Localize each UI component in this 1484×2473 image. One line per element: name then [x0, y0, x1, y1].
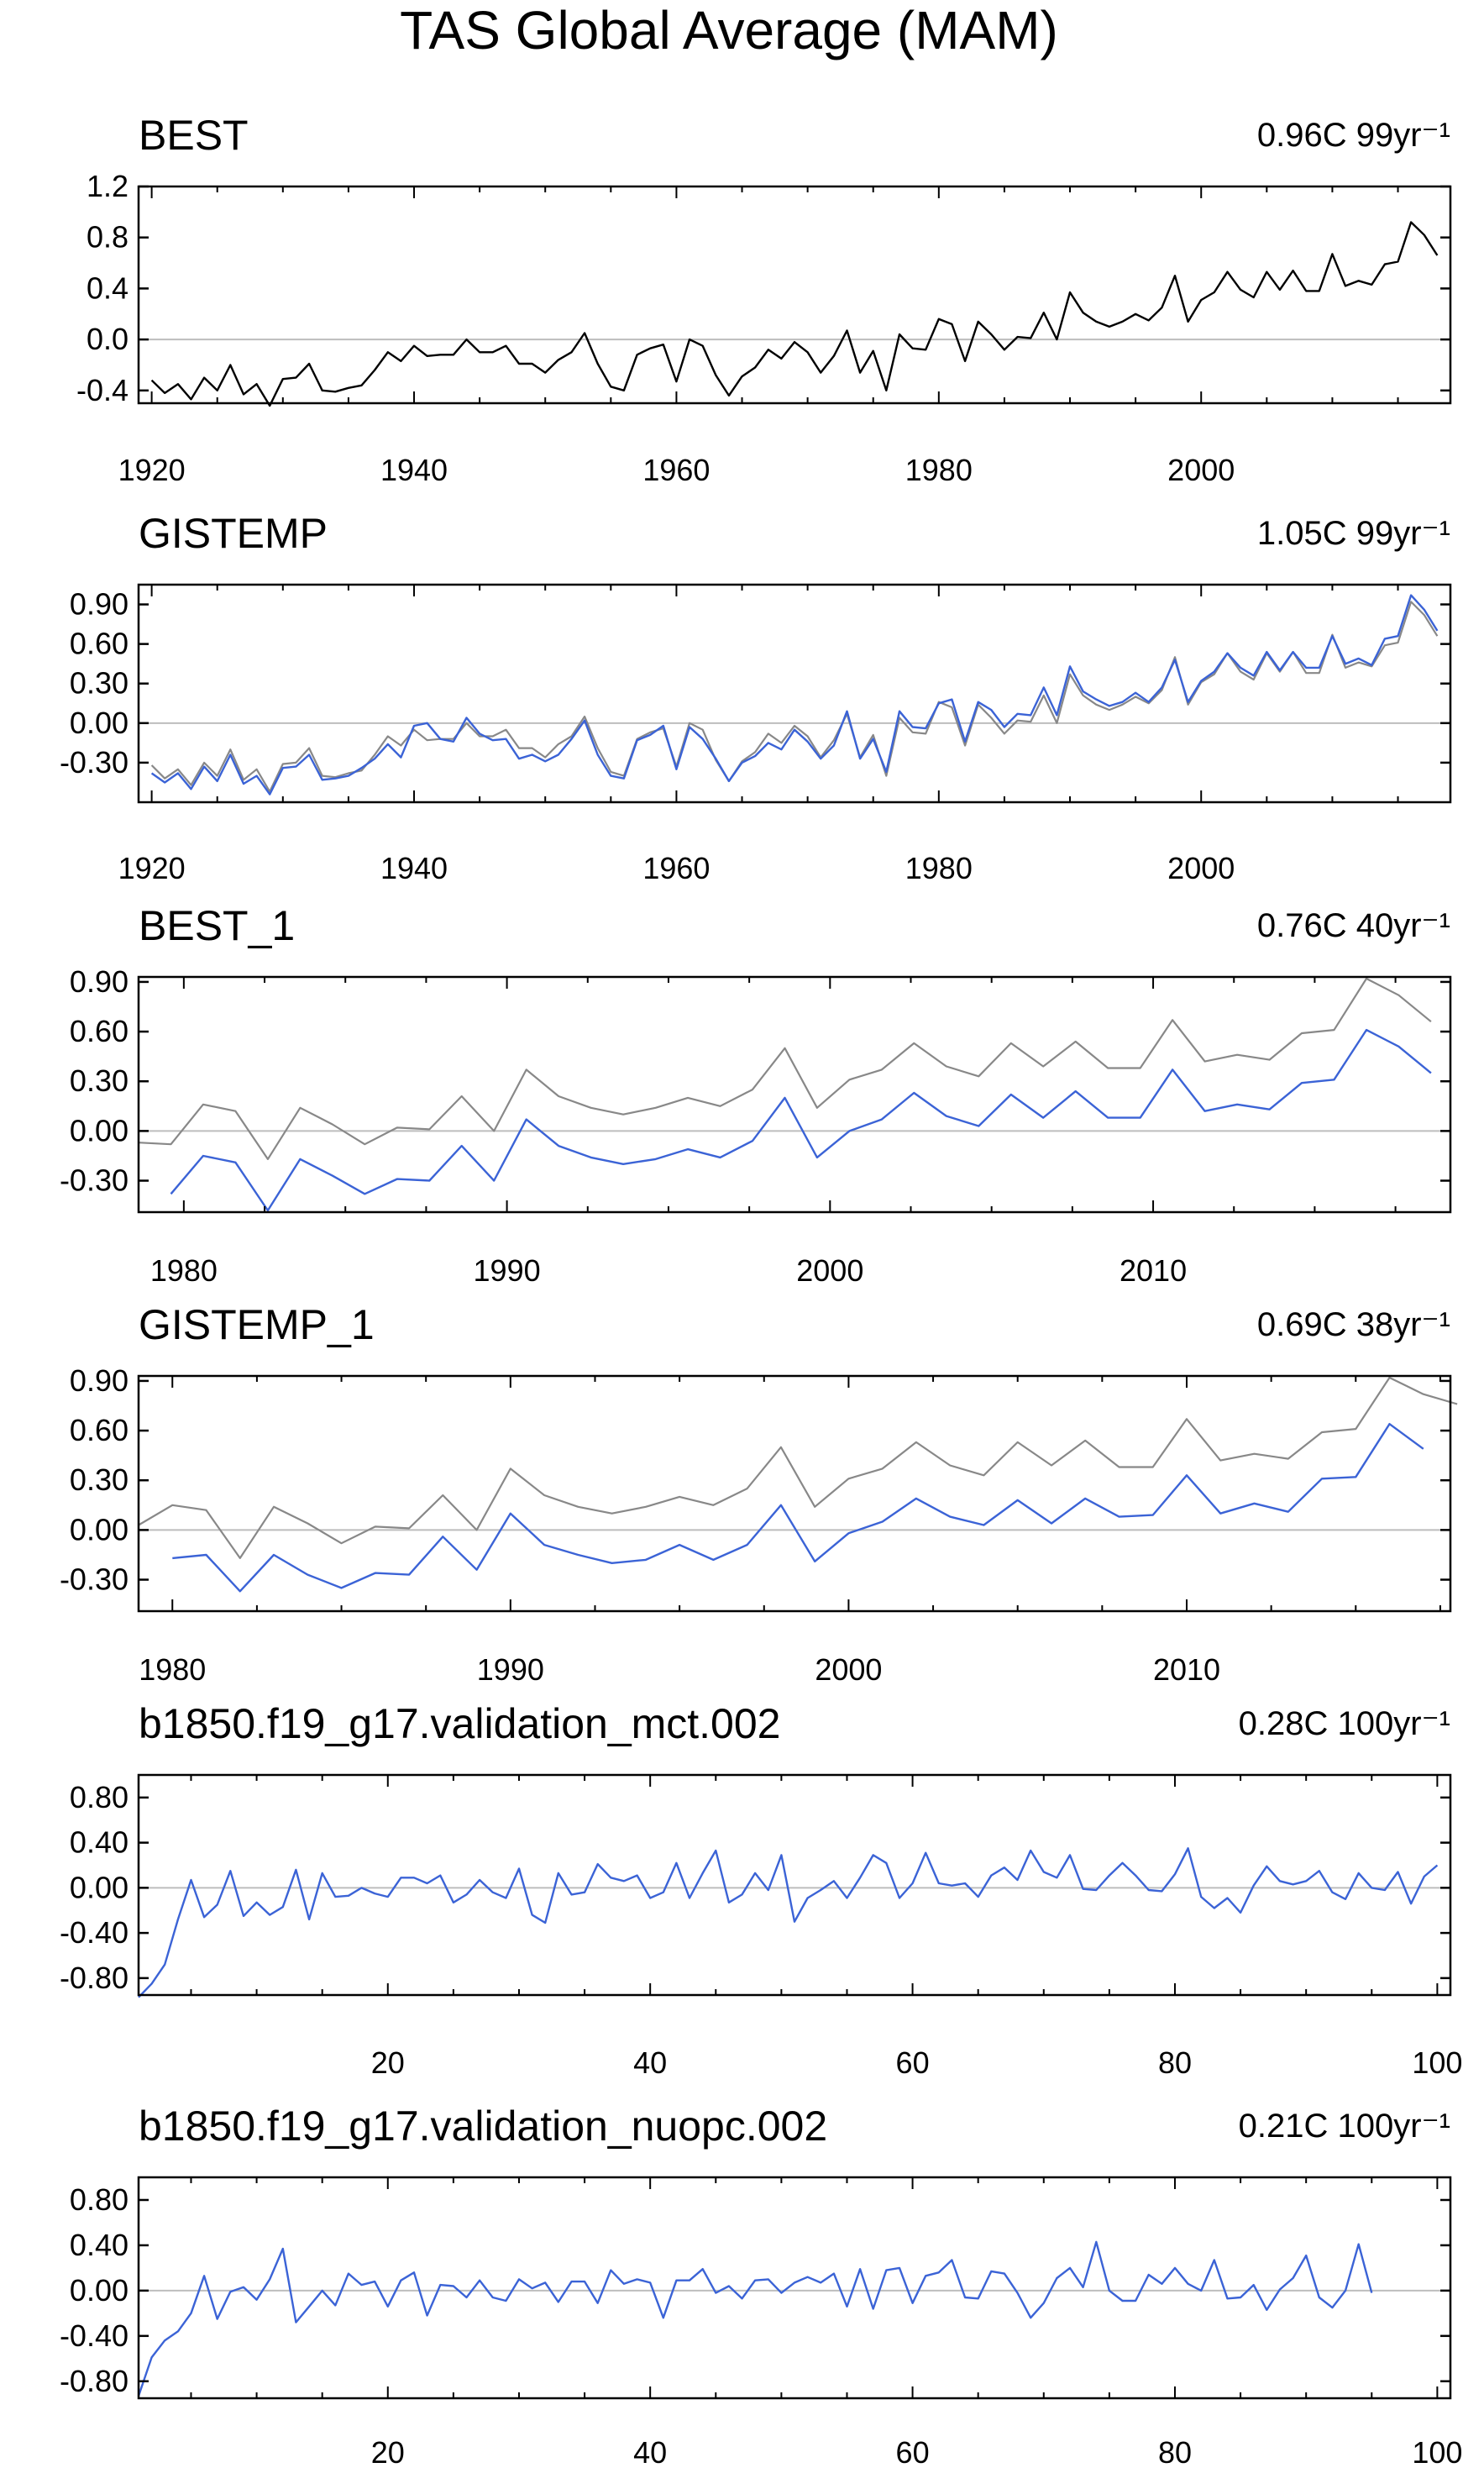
y-tick-label: 0.90	[70, 964, 128, 999]
panels: BEST 0.96C 99yr⁻¹ 1.2 0.8 0.4 0.0 -0.4 1920 1940…	[60, 112, 1462, 2470]
y-tick-label: -0.30	[60, 1163, 128, 1198]
y-tick-label: -0.30	[60, 1562, 128, 1597]
figure-title: TAS Global Average (MAM)	[400, 0, 1058, 60]
panel-stat: 0.21C 100yr⁻¹	[1239, 2108, 1450, 2145]
y-tick-label: -0.80	[60, 2364, 128, 2398]
panel-title: BEST	[139, 112, 249, 159]
y-tick-label: 0.00	[70, 706, 128, 740]
series-line-validation-mct-002	[138, 1847, 1439, 1998]
x-tick-label: 20	[371, 2435, 405, 2470]
y-tick-label: 0.00	[70, 1113, 128, 1147]
x-tick-label: 1940	[380, 453, 448, 487]
x-tick-label: 1960	[642, 453, 710, 487]
x-tick-label: 1990	[474, 1253, 541, 1288]
y-tick-label: 0.40	[70, 2228, 128, 2262]
panel-title: b1850.f19_g17.validation_mct.002	[139, 1700, 780, 1747]
y-tick-label: 0.00	[70, 2273, 128, 2308]
x-tick-label: 2000	[1167, 851, 1235, 885]
y-tick-label: -0.40	[60, 2318, 128, 2353]
panel-title: b1850.f19_g17.validation_nuopc.002	[139, 2103, 827, 2150]
y-tick-label: -0.40	[60, 1915, 128, 1950]
y-tick-label: 0.60	[70, 1413, 128, 1447]
x-tick-label: 1980	[139, 1652, 206, 1687]
y-tick-label: 0.00	[70, 1512, 128, 1546]
x-tick-label: 60	[896, 2045, 930, 2080]
x-tick-label: 1990	[477, 1652, 544, 1687]
x-tick-label: 1960	[642, 851, 710, 885]
x-tick-label: 40	[633, 2045, 667, 2080]
panel-2: GISTEMP 1.05C 99yr⁻¹ 0.90 0.60 0.30 0.00 -0.30…	[60, 510, 1452, 885]
y-tick-label: 0.90	[70, 1363, 128, 1398]
plot-frame	[137, 975, 1452, 1214]
x-tick-label: 20	[371, 2045, 405, 2080]
series-line-best	[150, 221, 1439, 407]
x-tick-label: 2000	[815, 1652, 882, 1687]
panel-stat: 0.96C 99yr⁻¹	[1257, 117, 1450, 154]
plot-frame	[137, 2176, 1452, 2400]
panel-title: GISTEMP	[139, 510, 328, 557]
series-line-best	[138, 977, 1432, 1160]
x-tick-label: 1920	[118, 851, 186, 885]
series-line-gistemp-1	[172, 1423, 1424, 1593]
x-tick-label: 80	[1158, 2045, 1192, 2080]
x-tick-label: 1920	[118, 453, 186, 487]
x-tick-label: 100	[1412, 2435, 1462, 2470]
series-line-validation-nuopc-002	[137, 2240, 1373, 2397]
plot-frame	[137, 1773, 1452, 1997]
panel-6: b1850.f19_g17.validation_nuopc.002 0.21C …	[60, 2103, 1462, 2470]
y-tick-label: 0.30	[70, 1063, 128, 1098]
y-tick-label: 0.4	[87, 270, 128, 305]
panel-stat: 1.05C 99yr⁻¹	[1257, 515, 1450, 552]
plot-frame	[137, 583, 1452, 804]
y-tick-label: 0.60	[70, 1014, 128, 1048]
y-tick-label: 0.80	[70, 1780, 128, 1814]
x-tick-label: 80	[1158, 2435, 1192, 2470]
x-tick-label: 1940	[380, 851, 448, 885]
y-tick-label: 0.0	[87, 322, 128, 356]
panel-5: b1850.f19_g17.validation_mct.002 0.28C 10…	[60, 1700, 1462, 2080]
panel-title: GISTEMP_1	[139, 1301, 375, 1348]
x-tick-label: 40	[633, 2435, 667, 2470]
plot-frame	[137, 185, 1452, 405]
panel-1: BEST 0.96C 99yr⁻¹ 1.2 0.8 0.4 0.0 -0.4 1920 1940…	[76, 112, 1452, 487]
series-line-best	[138, 1376, 1458, 1559]
x-tick-label: 2000	[796, 1253, 863, 1288]
y-tick-label: 0.30	[70, 1462, 128, 1497]
panel-3: BEST_1 0.76C 40yr⁻¹ 0.90 0.60 0.30 0.00 -0.30 1…	[60, 902, 1452, 1288]
series-line-gistemp	[150, 594, 1439, 795]
x-tick-label: 1980	[905, 851, 973, 885]
series-line-best-1	[170, 1028, 1432, 1212]
panel-stat: 0.76C 40yr⁻¹	[1257, 907, 1450, 944]
y-tick-label: -0.30	[60, 745, 128, 780]
x-tick-label: 1980	[150, 1253, 218, 1288]
x-tick-label: 60	[896, 2435, 930, 2470]
panel-title: BEST_1	[139, 902, 295, 949]
x-tick-label: 2010	[1153, 1652, 1220, 1687]
x-tick-label: 2010	[1120, 1253, 1187, 1288]
panel-stat: 0.28C 100yr⁻¹	[1239, 1705, 1450, 1742]
y-tick-label: 0.8	[87, 220, 128, 255]
y-tick-label: -0.80	[60, 1961, 128, 1995]
x-tick-label: 1980	[905, 453, 973, 487]
y-tick-label: 0.80	[70, 2182, 128, 2217]
plot-frame	[137, 1374, 1452, 1613]
y-tick-label: 0.40	[70, 1825, 128, 1860]
y-tick-label: 0.30	[70, 666, 128, 701]
panel-stat: 0.69C 38yr⁻¹	[1257, 1306, 1450, 1343]
y-tick-label: 0.90	[70, 587, 128, 622]
y-tick-label: 1.2	[87, 169, 128, 203]
x-tick-label: 2000	[1167, 453, 1235, 487]
y-tick-label: 0.60	[70, 627, 128, 661]
series-line-best	[150, 601, 1439, 793]
x-tick-label: 100	[1412, 2045, 1462, 2080]
y-tick-label: 0.00	[70, 1870, 128, 1904]
y-tick-label: -0.4	[76, 373, 128, 407]
panel-4: GISTEMP_1 0.69C 38yr⁻¹ 0.90 0.60 0.30 0.00 -0.…	[60, 1301, 1458, 1687]
